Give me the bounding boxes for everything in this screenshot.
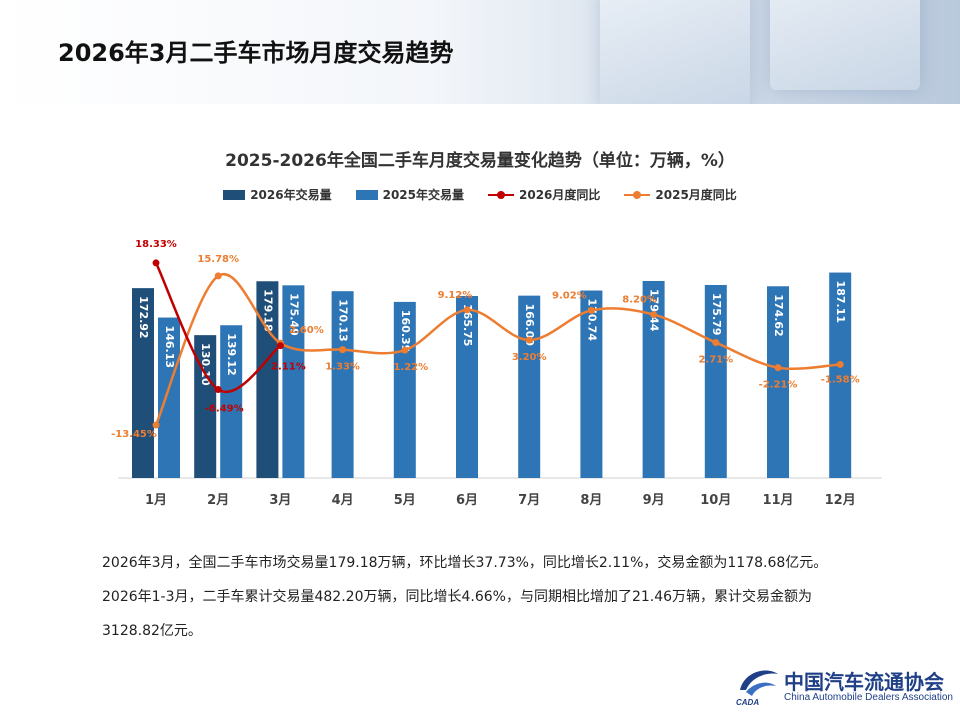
bar-2025 (704, 284, 727, 478)
yoy-2025-point (587, 306, 595, 314)
x-tick-label: 6月 (456, 493, 478, 508)
bar-2025 (282, 285, 305, 478)
cada-logo-icon (740, 670, 778, 696)
bar-2025 (220, 325, 243, 478)
yoy-2025-point (836, 360, 844, 368)
x-tick-label: 1月 (145, 493, 167, 508)
trade-volume-chart: 172.92 146.13 1月 130.10 139.12 2月 179.18 175.49… (111, 239, 882, 508)
bar-2025 (331, 291, 354, 478)
bar-2025 (456, 296, 478, 478)
cada-logo: CADA 中国汽车流通协会 China Automobile Dealers A… (734, 664, 954, 710)
bar-label-2025: 160.39 (399, 310, 412, 352)
yoy-2025-point (152, 421, 160, 429)
bar-label-2025: 170.74 (585, 299, 598, 342)
header-banner (0, 0, 960, 104)
yoy-2025-point (774, 364, 782, 372)
bar-label-2025: 146.13 (163, 326, 176, 368)
legend-item: 2026月度同比 (488, 186, 600, 203)
x-tick-label: 5月 (394, 493, 416, 508)
legend-label: 2025月度同比 (655, 188, 737, 202)
bar-label-2025: 166.09 (523, 304, 536, 346)
bar-label-2026: 130.10 (199, 343, 212, 386)
header-decoration (770, 0, 920, 90)
legend-label: 2026年交易量 (250, 188, 332, 202)
x-tick-label: 9月 (643, 493, 665, 508)
summary-line: 2026年1-3月，二手车累计交易量482.20万辆，同比增长4.66%，与同期… (102, 589, 813, 605)
legend-item: 2026年交易量 (223, 186, 332, 203)
yoy-2025-label: 9.02% (552, 290, 587, 301)
summary-text: 2026年3月，全国二手车市场交易量179.18万辆，环比增长37.73%，同比… (102, 546, 902, 648)
yoy-2026-point (152, 259, 160, 267)
bar-2025 (642, 280, 665, 478)
yoy-2025-label: 1.22% (393, 362, 428, 373)
x-tick-label: 2月 (207, 493, 229, 508)
yoy-2025-point (712, 339, 720, 347)
yoy-2026-point (214, 385, 222, 393)
yoy-2025-label: 3.20% (512, 352, 547, 363)
yoy-2025-point (401, 346, 409, 354)
summary-line: 3128.82亿元。 (102, 623, 202, 639)
bar-2025 (767, 286, 789, 478)
header-decoration (600, 0, 750, 104)
yoy-2025-label: -2.21% (759, 380, 798, 391)
legend-swatch (624, 190, 651, 200)
bar-2025 (158, 317, 180, 478)
yoy-2026-point (276, 342, 284, 350)
yoy-2026-label: 2.11% (271, 362, 306, 373)
yoy-2026-label: -6.49% (205, 403, 244, 414)
legend-swatch (488, 190, 514, 200)
bar-2026 (256, 281, 279, 478)
legend-label: 2025年交易量 (382, 188, 464, 202)
bar-label-2025: 139.12 (225, 333, 238, 375)
x-tick-label: 4月 (332, 493, 354, 508)
chart-title: 2025-2026年全国二手车月度交易量变化趋势（单位：万辆，%） (225, 151, 735, 171)
yoy-2025-point (463, 306, 471, 314)
logo-name-cn: 中国汽车流通协会 (784, 670, 944, 694)
yoy-2025-label: 9.12% (438, 290, 473, 301)
bar-2025 (829, 272, 852, 478)
yoy-2025-label: 15.78% (197, 254, 239, 265)
legend-item: 2025年交易量 (355, 186, 464, 203)
bar-label-2026: 179.18 (261, 289, 274, 331)
yoy-2025-point (214, 272, 222, 280)
yoy-2025-label: -13.45% (111, 429, 157, 440)
x-tick-label: 8月 (580, 493, 602, 508)
bar-label-2025: 174.62 (772, 294, 785, 336)
bar-2025 (580, 290, 603, 478)
bar-2025 (393, 301, 416, 478)
bar-label-2025: 187.11 (834, 281, 847, 323)
page-title: 2026年3月二手车市场月度交易趋势 (58, 39, 454, 67)
yoy-2025-label: 2.71% (698, 355, 733, 366)
yoy-2025-label: -1.58% (821, 374, 860, 385)
bar-label-2025: 170.13 (337, 299, 350, 341)
bar-2025 (518, 295, 541, 478)
x-tick-label: 12月 (825, 493, 856, 508)
bar-label-2025: 165.75 (461, 304, 474, 346)
bar-label-2025: 175.49 (287, 293, 300, 335)
yoy-2025-label: 1.33% (325, 362, 360, 373)
bar-2026 (132, 288, 154, 478)
legend-item: 2025月度同比 (624, 186, 737, 203)
bar-label-2025: 175.79 (710, 293, 723, 335)
legend-swatch (223, 189, 246, 200)
chart-legend: 2026年交易量 2025年交易量 2026月度同比 2025月度同比 (0, 186, 960, 203)
x-tick-label: 10月 (700, 493, 731, 508)
yoy-2025-label: 2.60% (289, 325, 324, 336)
logo-abbreviation: CADA (736, 698, 760, 707)
legend-label: 2026月度同比 (519, 188, 601, 202)
bar-2026 (194, 335, 217, 478)
x-tick-label: 7月 (518, 493, 540, 508)
yoy-2026-label: 18.33% (135, 239, 177, 250)
logo-name-en: China Automobile Dealers Association (784, 692, 953, 703)
bar-label-2026: 172.92 (137, 296, 150, 338)
yoy-2025-point (650, 311, 658, 319)
yoy-2025-point (339, 346, 347, 354)
yoy-2025-label: 8.20% (622, 295, 657, 306)
legend-swatch (355, 189, 378, 200)
bar-label-2025: 179.44 (648, 289, 661, 332)
yoy-2025-point (525, 336, 533, 344)
x-tick-label: 11月 (762, 493, 793, 508)
summary-line: 2026年3月，全国二手车市场交易量179.18万辆，环比增长37.73%，同比… (102, 555, 828, 571)
x-tick-label: 3月 (269, 493, 291, 508)
